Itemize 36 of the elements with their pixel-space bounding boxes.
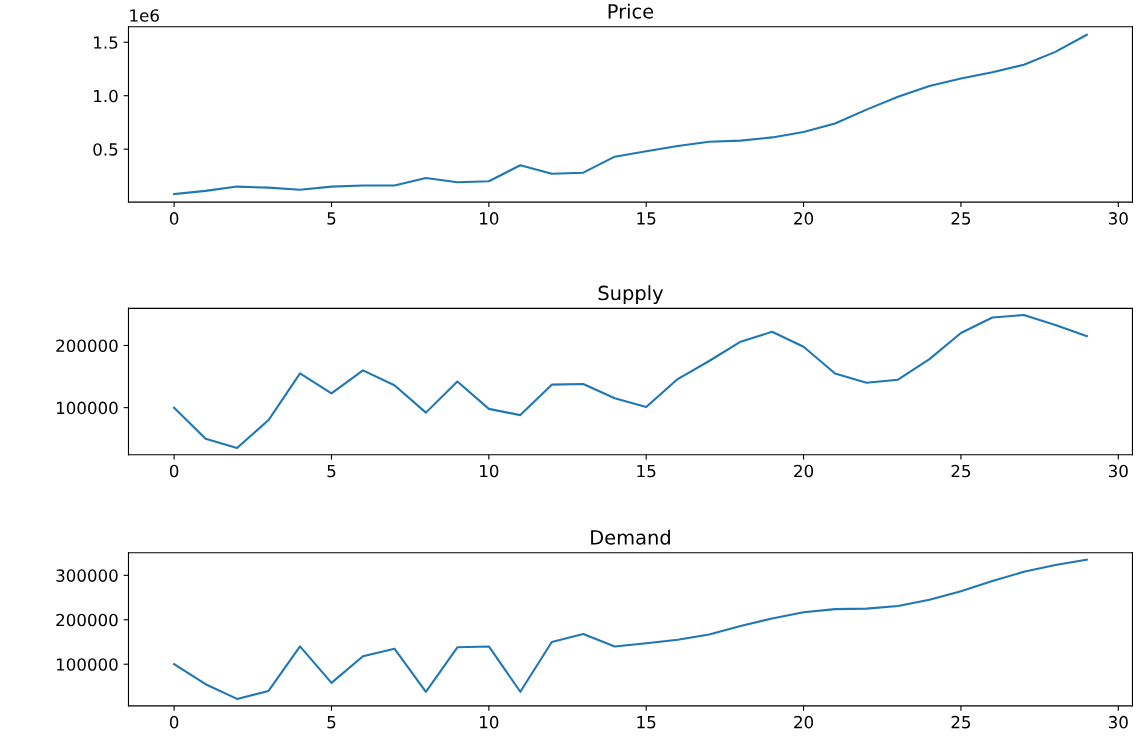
x-tick-label: 25 xyxy=(951,464,971,478)
chart-title: Price xyxy=(608,3,654,19)
text: 1e6 xyxy=(130,9,159,22)
y-tick-label: 100000 xyxy=(56,658,118,671)
y-tick-label: 100000 xyxy=(56,401,118,415)
x-tick-label: 5 xyxy=(327,716,336,729)
line-series xyxy=(173,558,1088,700)
x-tick-label: 25 xyxy=(951,715,971,729)
x-tick-label: 30 xyxy=(1108,464,1128,478)
y-tick-label: 200000 xyxy=(56,339,118,353)
x-tick-label: 10 xyxy=(480,715,499,729)
x-tick-label: 10 xyxy=(480,464,499,478)
x-tick-label: 0 xyxy=(169,715,179,729)
x-tick-label: 20 xyxy=(794,715,814,729)
y-tick-label: 1.5 xyxy=(94,36,118,49)
line-series xyxy=(173,33,1088,196)
y-tick-label: 0.5 xyxy=(93,143,118,156)
x-tick-label: 20 xyxy=(794,212,814,225)
x-tick-label: 20 xyxy=(794,464,814,478)
y-tick-label: 200000 xyxy=(56,613,118,627)
line-series xyxy=(173,313,1088,450)
x-tick-label: 10 xyxy=(480,212,499,225)
x-tick-label: 5 xyxy=(327,212,336,225)
x-tick-label: 30 xyxy=(1108,212,1128,225)
x-tick-label: 5 xyxy=(327,464,336,478)
x-tick-label: 0 xyxy=(169,464,179,478)
y-tick-label: 300000 xyxy=(56,569,118,582)
x-tick-label: 0 xyxy=(169,212,179,225)
x-tick-label: 15 xyxy=(637,716,656,729)
x-tick-label: 15 xyxy=(637,464,656,478)
x-tick-label: 25 xyxy=(951,212,971,225)
chart-title: Demand xyxy=(591,529,670,545)
x-tick-label: 30 xyxy=(1108,715,1128,729)
chart-title: Supply xyxy=(598,285,664,305)
x-tick-label: 15 xyxy=(637,212,656,225)
y-tick-label: 1.0 xyxy=(94,89,118,103)
